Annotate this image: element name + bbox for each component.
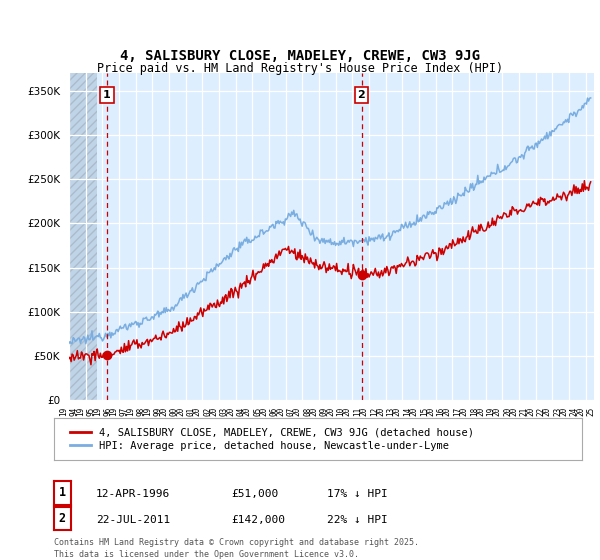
Text: 4, SALISBURY CLOSE, MADELEY, CREWE, CW3 9JG: 4, SALISBURY CLOSE, MADELEY, CREWE, CW3 …	[120, 49, 480, 63]
Legend: 4, SALISBURY CLOSE, MADELEY, CREWE, CW3 9JG (detached house), HPI: Average price: 4, SALISBURY CLOSE, MADELEY, CREWE, CW3 …	[64, 422, 479, 456]
Text: Contains HM Land Registry data © Crown copyright and database right 2025.
This d: Contains HM Land Registry data © Crown c…	[54, 538, 419, 559]
Text: 17% ↓ HPI: 17% ↓ HPI	[327, 489, 388, 500]
Text: £51,000: £51,000	[231, 489, 278, 500]
Text: 2: 2	[358, 90, 365, 100]
Text: 22-JUL-2011: 22-JUL-2011	[96, 515, 170, 525]
Text: £142,000: £142,000	[231, 515, 285, 525]
Text: 1: 1	[103, 90, 111, 100]
Text: 1: 1	[59, 486, 66, 500]
Text: 12-APR-1996: 12-APR-1996	[96, 489, 170, 500]
Text: 22% ↓ HPI: 22% ↓ HPI	[327, 515, 388, 525]
Text: 2: 2	[59, 512, 66, 525]
Text: Price paid vs. HM Land Registry's House Price Index (HPI): Price paid vs. HM Land Registry's House …	[97, 62, 503, 75]
